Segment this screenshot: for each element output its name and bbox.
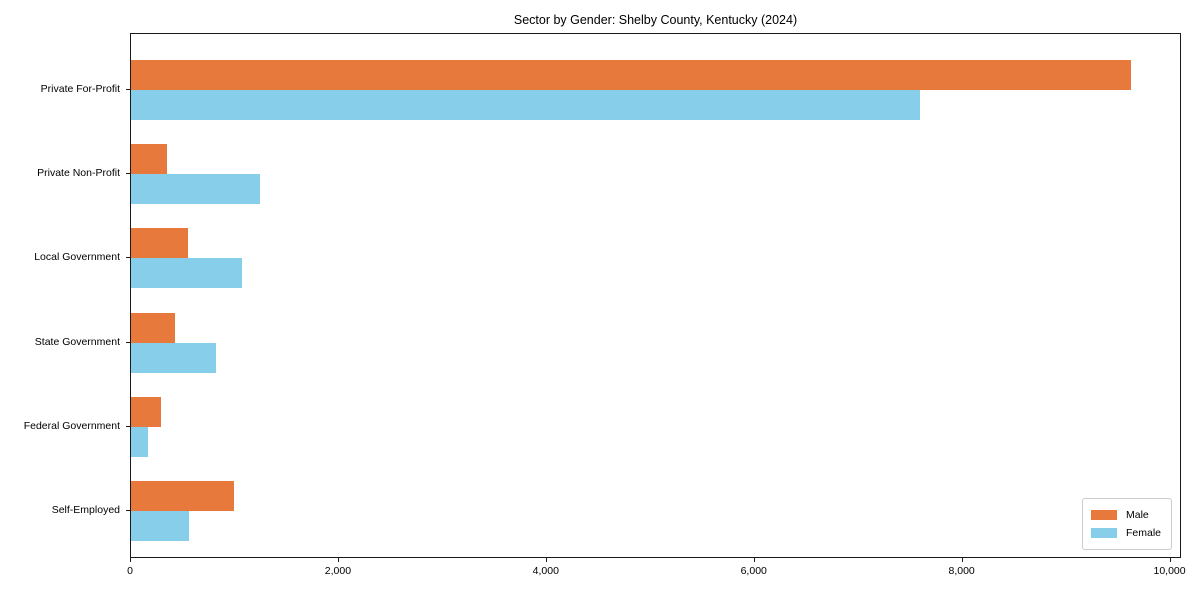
x-tick-mark-2 xyxy=(545,558,547,562)
bar-male-3 xyxy=(131,312,176,343)
bar-male-0 xyxy=(131,60,1132,90)
x-tick-mark-1 xyxy=(337,558,339,562)
x-tick-label-4: 8,000 xyxy=(948,565,975,577)
x-tick-mark-3 xyxy=(753,558,755,562)
x-tick-label-3: 6,000 xyxy=(740,565,767,577)
bar-female-2 xyxy=(131,258,243,289)
y-tick-mark-2 xyxy=(126,257,130,259)
x-tick-mark-5 xyxy=(1169,558,1171,562)
x-tick-mark-0 xyxy=(130,558,131,562)
legend-label-male: Male xyxy=(1125,509,1149,521)
bar-female-0 xyxy=(131,90,920,120)
y-tick-mark-4 xyxy=(126,425,130,427)
x-tick-label-2: 4,000 xyxy=(532,565,559,577)
bar-male-5 xyxy=(131,481,234,511)
y-tick-label-1: Private Non-Profit xyxy=(37,167,120,180)
x-tick-label-1: 2,000 xyxy=(324,565,352,577)
bar-male-4 xyxy=(131,396,162,427)
plot-area: Male Female xyxy=(130,33,1181,558)
y-tick-mark-3 xyxy=(126,341,130,343)
bar-female-5 xyxy=(131,511,190,541)
bar-female-3 xyxy=(131,342,217,373)
y-tick-label-4: Federal Government xyxy=(23,419,120,432)
legend-row-male: Male xyxy=(1090,507,1161,523)
legend-label-female: Female xyxy=(1125,527,1161,539)
legend-row-female: Female xyxy=(1090,525,1161,541)
x-tick-label-0: 0 xyxy=(127,565,133,577)
legend: Male Female xyxy=(1081,498,1172,550)
y-tick-label-2: Local Government xyxy=(34,251,120,264)
chart-title: Sector by Gender: Shelby County, Kentuck… xyxy=(513,13,798,27)
male-color-swatch xyxy=(1090,510,1117,520)
y-tick-mark-5 xyxy=(126,510,130,511)
female-color-swatch xyxy=(1090,528,1117,538)
y-tick-label-0: Private For-Profit xyxy=(40,83,120,95)
x-tick-mark-4 xyxy=(961,558,963,562)
y-tick-label-5: Self-Employed xyxy=(51,504,120,516)
y-tick-mark-1 xyxy=(126,173,130,175)
bar-female-1 xyxy=(131,174,260,205)
bar-male-2 xyxy=(131,228,189,259)
bar-female-4 xyxy=(131,426,148,457)
x-tick-label-5: 10,000 xyxy=(1153,565,1186,577)
y-tick-mark-0 xyxy=(126,89,130,90)
bar-male-1 xyxy=(131,144,168,175)
y-tick-label-3: State Government xyxy=(34,335,120,348)
